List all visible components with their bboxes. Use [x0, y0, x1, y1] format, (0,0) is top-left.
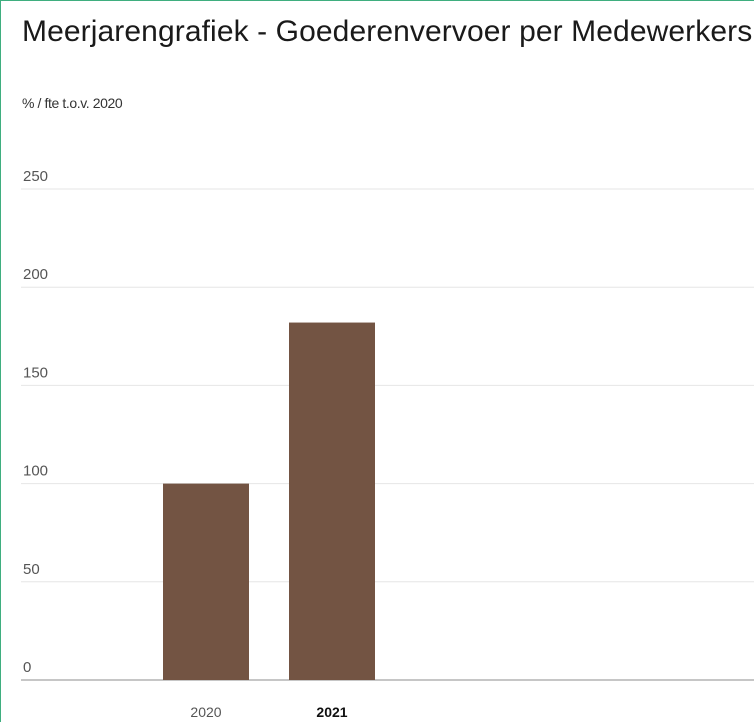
y-tick-label: 150 — [23, 364, 48, 381]
y-axis-ticks: 0 50 100 150 200 250 — [23, 168, 48, 676]
y-tick-label: 250 — [23, 168, 48, 185]
y-tick-label: 200 — [23, 266, 48, 283]
x-tick-label-2021[interactable]: 2021 — [316, 704, 347, 720]
bars — [163, 322, 375, 680]
y-axis-unit-label: % / fte t.o.v. 2020 — [22, 95, 123, 111]
x-tick-label-2020[interactable]: 2020 — [190, 704, 221, 720]
bar-2021[interactable] — [289, 322, 375, 680]
gridlines — [21, 188, 754, 681]
y-tick-label: 50 — [23, 561, 40, 578]
bar-2020[interactable] — [163, 483, 249, 680]
chart-title: Meerjarengrafiek - Goederenvervoer per M… — [22, 15, 753, 48]
x-axis-ticks: 2020 2021 — [190, 704, 347, 720]
y-tick-label: 0 — [23, 659, 31, 676]
y-tick-label: 100 — [23, 463, 48, 480]
